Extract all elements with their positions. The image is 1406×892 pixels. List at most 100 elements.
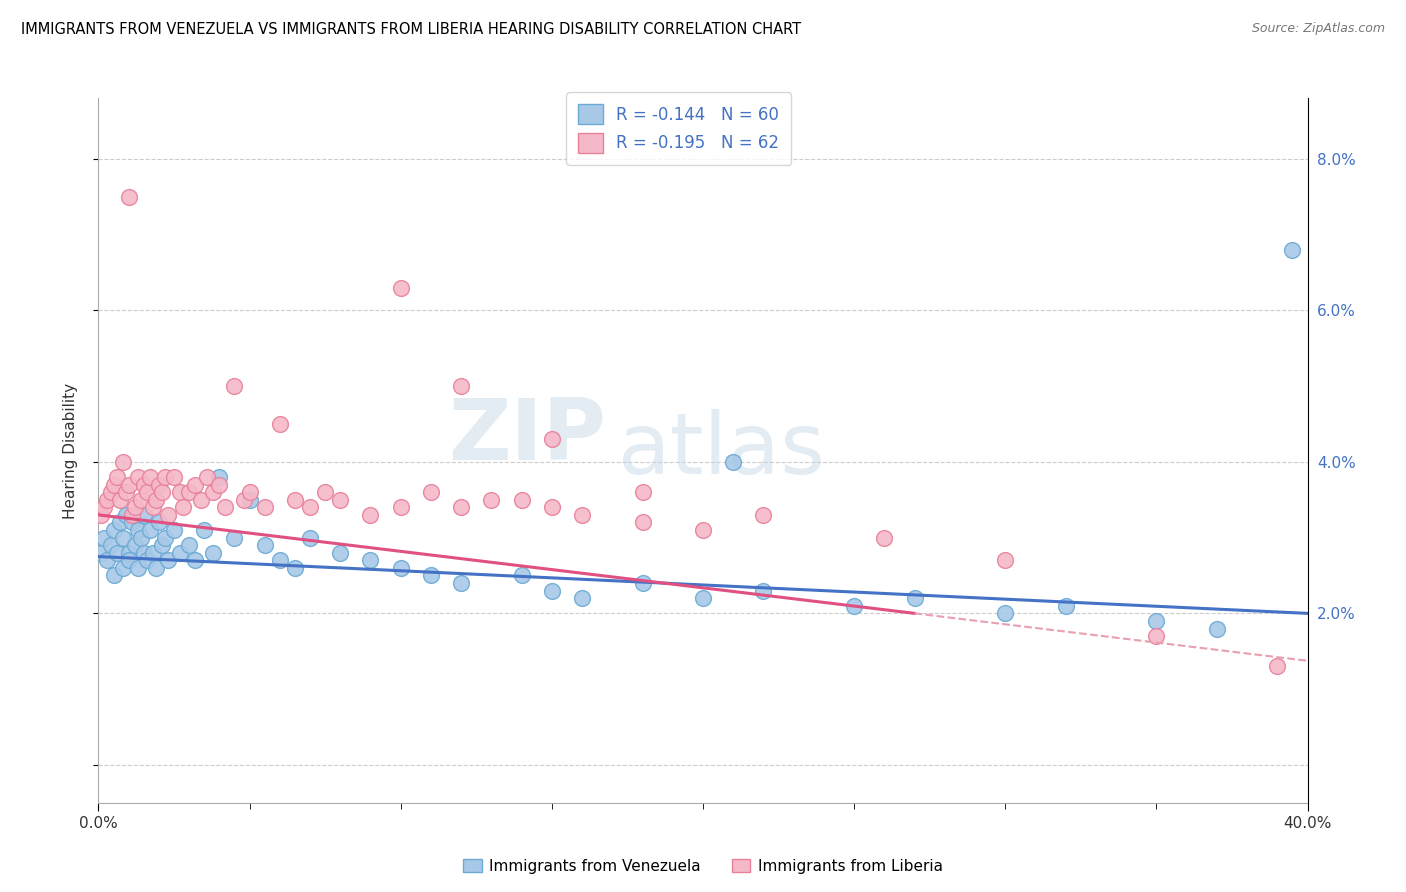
Point	[111, 531, 134, 545]
Point	[692, 523, 714, 537]
Point	[994, 553, 1017, 567]
Point	[148, 477, 170, 491]
Point	[299, 500, 322, 515]
Point	[163, 470, 186, 484]
Point	[96, 492, 118, 507]
Point	[93, 500, 115, 515]
Point	[253, 538, 276, 552]
Point	[111, 561, 134, 575]
Point	[139, 470, 162, 484]
Point	[202, 485, 225, 500]
Point	[269, 417, 291, 431]
Point	[510, 492, 533, 507]
Point	[129, 531, 152, 545]
Text: ZIP: ZIP	[449, 395, 606, 478]
Point	[179, 485, 201, 500]
Point	[873, 531, 896, 545]
Point	[124, 500, 146, 515]
Point	[208, 477, 231, 491]
Point	[420, 568, 443, 582]
Point	[631, 485, 654, 500]
Point	[118, 546, 141, 560]
Point	[132, 508, 155, 522]
Point	[269, 553, 291, 567]
Point	[329, 546, 352, 560]
Point	[360, 553, 382, 567]
Point	[420, 485, 443, 500]
Point	[1054, 599, 1077, 613]
Point	[224, 379, 246, 393]
Point	[284, 492, 307, 507]
Point	[184, 477, 207, 491]
Point	[214, 500, 236, 515]
Point	[114, 508, 136, 522]
Point	[239, 485, 262, 500]
Point	[450, 576, 472, 591]
Point	[124, 538, 146, 552]
Point	[163, 523, 186, 537]
Point	[127, 470, 149, 484]
Point	[153, 470, 176, 484]
Point	[105, 546, 128, 560]
Point	[184, 553, 207, 567]
Point	[540, 583, 562, 598]
Point	[450, 500, 472, 515]
Point	[389, 280, 412, 294]
Point	[723, 455, 745, 469]
Point	[631, 516, 654, 530]
Point	[145, 561, 167, 575]
Point	[179, 538, 201, 552]
Point	[121, 516, 143, 530]
Point	[540, 500, 562, 515]
Point	[994, 607, 1017, 621]
Text: Source: ZipAtlas.com: Source: ZipAtlas.com	[1251, 22, 1385, 36]
Point	[118, 189, 141, 203]
Point	[103, 568, 125, 582]
Point	[1206, 622, 1229, 636]
Point	[169, 546, 191, 560]
Point	[481, 492, 503, 507]
Point	[1281, 243, 1303, 257]
Point	[153, 531, 176, 545]
Point	[150, 485, 173, 500]
Point	[118, 553, 141, 567]
Point	[96, 553, 118, 567]
Point	[100, 485, 122, 500]
Point	[142, 546, 165, 560]
Point	[148, 516, 170, 530]
Point	[692, 591, 714, 606]
Point	[224, 531, 246, 545]
Point	[93, 531, 115, 545]
Point	[752, 508, 775, 522]
Point	[571, 508, 593, 522]
Point	[90, 508, 112, 522]
Point	[156, 553, 179, 567]
Point	[571, 591, 593, 606]
Point	[142, 500, 165, 515]
Point	[450, 379, 472, 393]
Point	[103, 523, 125, 537]
Point	[360, 508, 382, 522]
Point	[195, 470, 218, 484]
Point	[135, 553, 157, 567]
Point	[193, 523, 215, 537]
Point	[150, 538, 173, 552]
Point	[299, 531, 322, 545]
Point	[132, 477, 155, 491]
Point	[127, 523, 149, 537]
Point	[118, 477, 141, 491]
Point	[314, 485, 336, 500]
Point	[172, 500, 194, 515]
Text: IMMIGRANTS FROM VENEZUELA VS IMMIGRANTS FROM LIBERIA HEARING DISABILITY CORRELAT: IMMIGRANTS FROM VENEZUELA VS IMMIGRANTS …	[21, 22, 801, 37]
Point	[202, 546, 225, 560]
Point	[145, 492, 167, 507]
Point	[232, 492, 254, 507]
Point	[108, 492, 131, 507]
Point	[904, 591, 927, 606]
Point	[90, 546, 112, 560]
Point	[253, 500, 276, 515]
Point	[389, 500, 412, 515]
Point	[100, 538, 122, 552]
Point	[108, 516, 131, 530]
Point	[389, 561, 412, 575]
